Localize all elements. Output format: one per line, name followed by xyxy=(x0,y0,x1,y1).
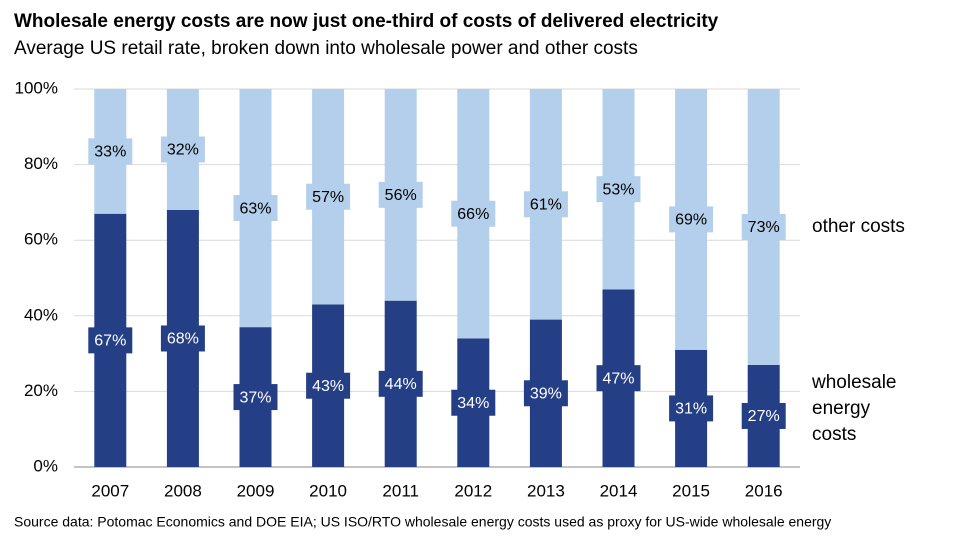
x-tick-label: 2011 xyxy=(382,481,419,500)
y-tick-label: 0% xyxy=(33,456,58,475)
legend-wholesale: wholesale energy costs xyxy=(812,372,897,445)
value-label-box xyxy=(741,402,786,429)
value-label: 57% xyxy=(312,189,344,206)
source-note: Source data: Potomac Economics and DOE E… xyxy=(14,514,831,530)
y-tick-label: 60% xyxy=(24,230,58,249)
value-label: 44% xyxy=(385,376,417,393)
value-label-box xyxy=(233,195,278,222)
x-tick-label: 2015 xyxy=(672,481,710,500)
value-label: 37% xyxy=(239,389,271,406)
x-tick-label: 2012 xyxy=(454,481,492,500)
y-tick-label: 100% xyxy=(15,78,58,97)
value-label-box xyxy=(233,384,278,411)
x-tick-label: 2009 xyxy=(237,481,275,500)
legend-other: other costs xyxy=(812,216,905,237)
value-label-box xyxy=(596,176,641,203)
x-tick-label: 2007 xyxy=(91,481,129,500)
x-tick-label: 2014 xyxy=(600,481,638,500)
value-label-box xyxy=(669,395,714,422)
x-tick-label: 2010 xyxy=(309,481,347,500)
value-label: 61% xyxy=(530,197,562,214)
y-tick-label: 20% xyxy=(24,381,58,400)
value-label: 33% xyxy=(94,144,126,161)
value-label: 73% xyxy=(748,219,780,236)
value-label-box xyxy=(451,200,496,227)
value-label: 68% xyxy=(167,331,199,348)
value-label: 67% xyxy=(94,333,126,350)
value-label-box xyxy=(523,380,568,407)
chart-title: Wholesale energy costs are now just one-… xyxy=(14,11,719,32)
y-tick-label: 40% xyxy=(24,305,58,324)
value-label: 56% xyxy=(385,187,417,204)
x-tick-label: 2016 xyxy=(745,481,783,500)
value-label: 63% xyxy=(239,200,271,217)
value-label: 27% xyxy=(748,408,780,425)
value-label-box xyxy=(596,365,641,392)
value-label: 69% xyxy=(675,212,707,229)
x-tick-label: 2013 xyxy=(527,481,565,500)
value-label: 31% xyxy=(675,401,707,418)
value-label-box xyxy=(378,370,423,397)
value-label-box xyxy=(669,206,714,233)
value-label: 32% xyxy=(167,142,199,159)
value-label: 66% xyxy=(457,206,489,223)
value-label-box xyxy=(160,136,205,163)
value-label: 39% xyxy=(530,386,562,403)
value-label: 53% xyxy=(602,181,634,198)
value-label-box xyxy=(306,372,351,399)
value-label-box xyxy=(523,191,568,218)
value-label: 47% xyxy=(602,370,634,387)
value-label-box xyxy=(378,181,423,208)
value-label-box xyxy=(88,327,133,354)
value-label: 34% xyxy=(457,395,489,412)
y-tick-label: 80% xyxy=(24,154,58,173)
value-label-box xyxy=(88,138,133,165)
x-tick-label: 2008 xyxy=(164,481,202,500)
value-label-box xyxy=(160,325,205,352)
value-label-box xyxy=(451,389,496,416)
value-label: 43% xyxy=(312,378,344,395)
value-label-box xyxy=(306,183,351,210)
value-label-box xyxy=(741,213,786,240)
chart-subtitle: Average US retail rate, broken down into… xyxy=(14,38,638,59)
